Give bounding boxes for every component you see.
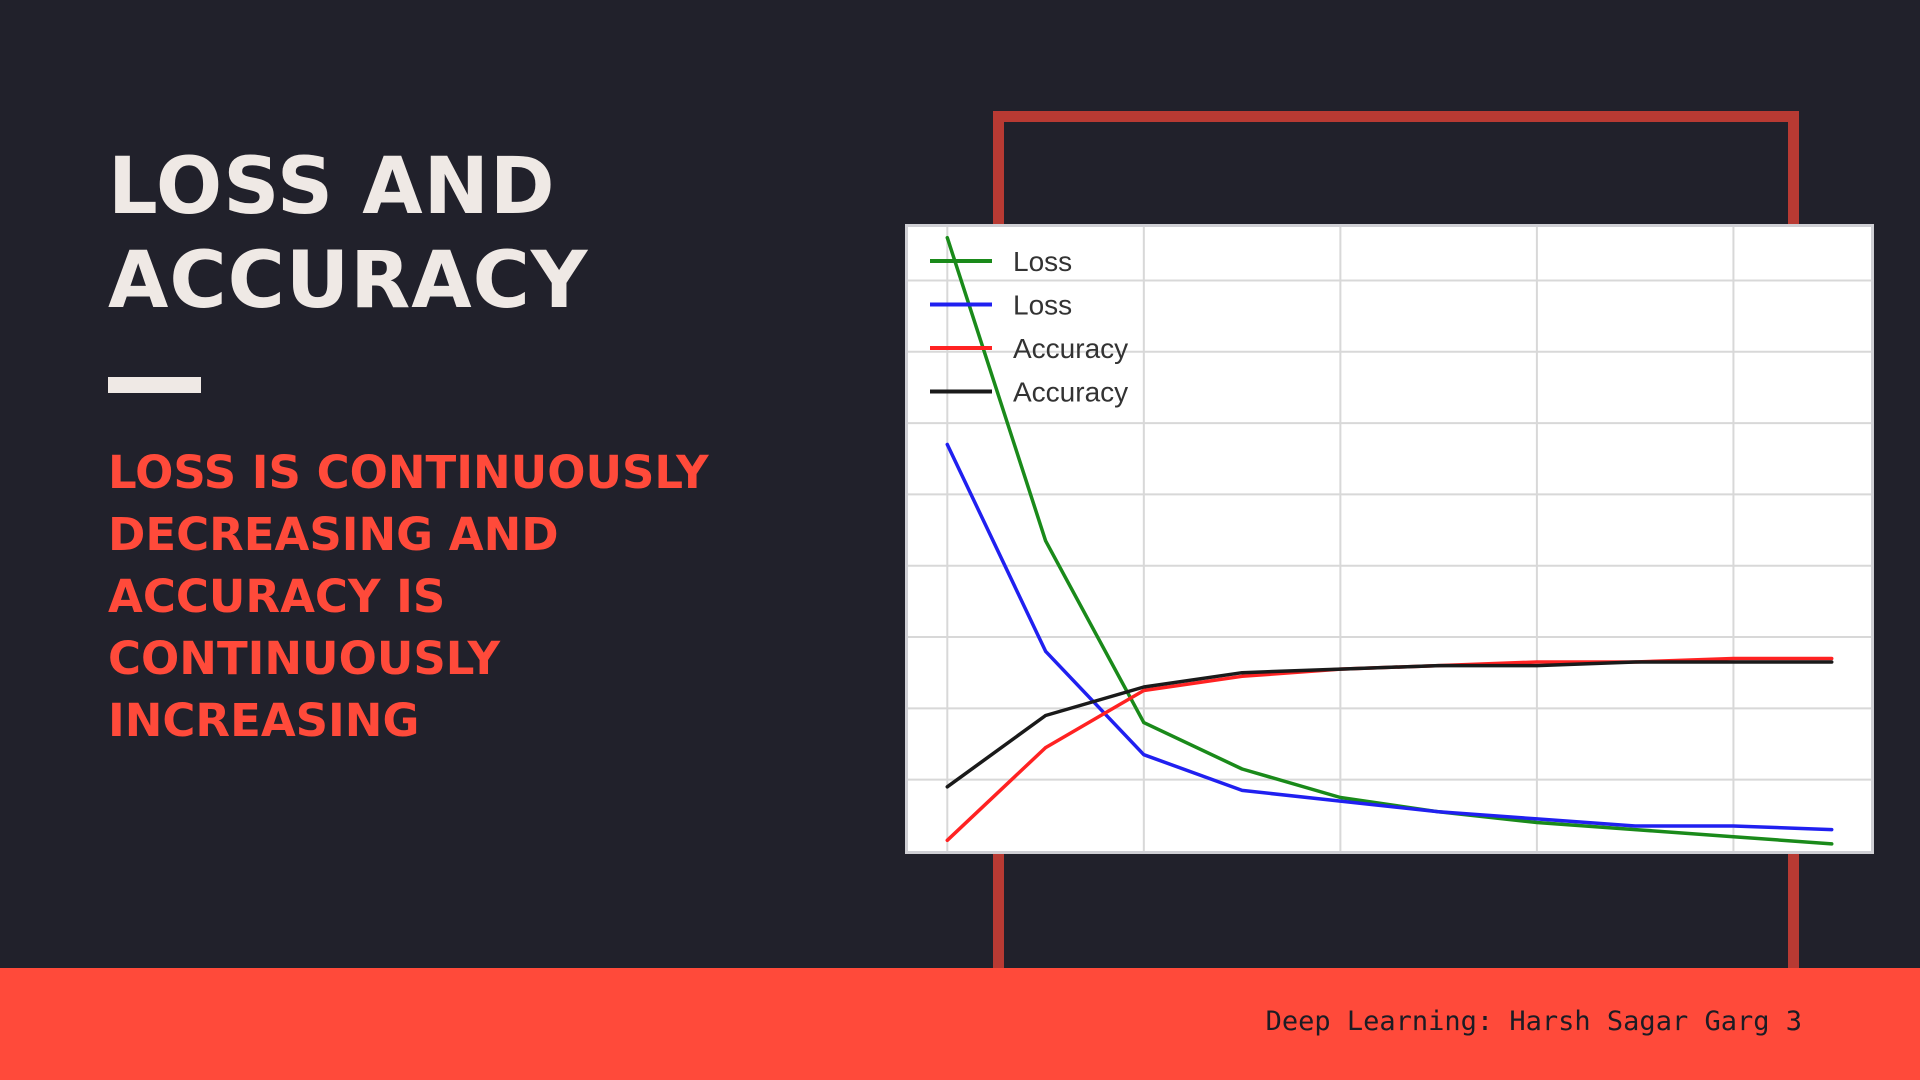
data-point	[1535, 664, 1539, 668]
data-point	[1142, 753, 1146, 757]
data-point	[1338, 799, 1342, 803]
legend-label: Accuracy	[1013, 333, 1128, 364]
data-point	[1830, 842, 1834, 846]
chart-image: Loss Loss Accuracy Accuracy	[905, 224, 1874, 854]
series-line-1	[945, 235, 1834, 846]
legend-label: Loss	[1013, 290, 1072, 321]
data-point	[1142, 689, 1146, 693]
data-point	[1731, 660, 1735, 664]
subtitle-line: INCREASING	[108, 694, 420, 747]
legend-label: Accuracy	[1013, 377, 1128, 408]
data-point	[1142, 685, 1146, 689]
subtitle-line: DECREASING AND	[108, 508, 559, 561]
data-point	[1044, 649, 1048, 653]
series-line-4	[945, 660, 1834, 789]
data-point	[1633, 660, 1637, 664]
data-point	[1535, 660, 1539, 664]
data-point	[1633, 824, 1637, 828]
data-point	[1437, 664, 1441, 668]
data-point	[1633, 828, 1637, 832]
data-point	[1437, 810, 1441, 814]
data-point	[1338, 667, 1342, 671]
title-line: LOSS AND	[108, 142, 556, 232]
slide-subtitle: LOSS IS CONTINUOUSLY DECREASING AND ACCU…	[108, 442, 808, 752]
data-point	[945, 236, 949, 240]
data-point	[945, 838, 949, 842]
data-point	[1240, 788, 1244, 792]
title-divider	[108, 377, 201, 393]
data-point	[1240, 671, 1244, 675]
slide-title: LOSS AND ACCURACY	[108, 140, 728, 328]
data-point	[1731, 835, 1735, 839]
data-point	[1830, 656, 1834, 660]
data-point	[1731, 824, 1735, 828]
loss-accuracy-chart: Loss Loss Accuracy Accuracy	[908, 227, 1871, 851]
data-point	[1535, 820, 1539, 824]
subtitle-line: CONTINUOUSLY	[108, 632, 501, 685]
data-point	[945, 785, 949, 789]
subtitle-line: ACCURACY IS	[108, 570, 446, 623]
data-point	[1240, 767, 1244, 771]
title-line: ACCURACY	[108, 236, 589, 326]
subtitle-line: LOSS IS CONTINUOUSLY	[108, 446, 709, 499]
data-point	[1535, 817, 1539, 821]
footer-bar: Deep Learning: Harsh Sagar Garg 3	[0, 968, 1920, 1080]
data-point	[1044, 539, 1048, 543]
footer-caption: Deep Learning: Harsh Sagar Garg 3	[1265, 1006, 1802, 1037]
data-point	[1240, 674, 1244, 678]
data-point	[1142, 721, 1146, 725]
data-point	[1830, 660, 1834, 664]
data-point	[945, 443, 949, 447]
data-point	[1731, 656, 1735, 660]
legend-label: Loss	[1013, 246, 1072, 277]
data-point	[1044, 714, 1048, 718]
data-point	[1830, 828, 1834, 832]
data-point	[1044, 746, 1048, 750]
data-point	[1338, 796, 1342, 800]
